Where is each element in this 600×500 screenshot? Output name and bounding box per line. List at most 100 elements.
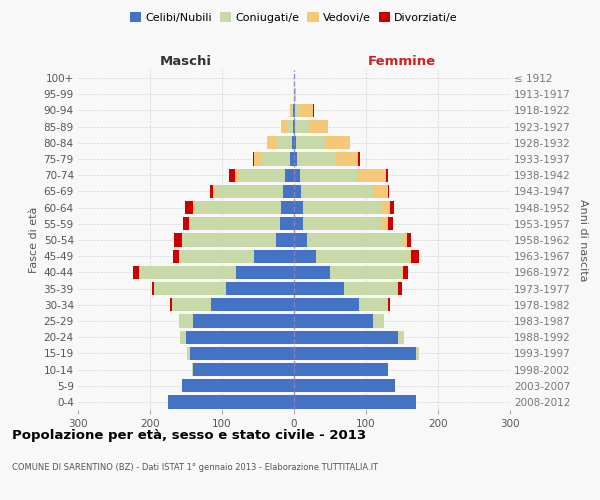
Bar — [294, 104, 295, 117]
Bar — [185, 201, 193, 214]
Bar — [294, 282, 344, 295]
Bar — [359, 298, 388, 312]
Bar — [307, 234, 404, 246]
Bar — [193, 314, 294, 328]
Bar — [186, 330, 294, 344]
Bar — [294, 396, 416, 408]
Bar — [280, 217, 294, 230]
Bar — [281, 120, 287, 134]
Bar — [316, 250, 409, 263]
Bar — [382, 217, 388, 230]
Bar — [180, 330, 186, 344]
Bar — [254, 250, 294, 263]
Bar — [294, 314, 373, 328]
Text: Popolazione per età, sesso e stato civile - 2013: Popolazione per età, sesso e stato civil… — [12, 430, 366, 442]
Bar — [416, 346, 419, 360]
Bar — [283, 185, 294, 198]
Bar — [302, 201, 382, 214]
Bar — [293, 104, 294, 117]
Bar — [301, 185, 373, 198]
Bar — [373, 185, 388, 198]
Bar — [229, 168, 235, 182]
Text: COMUNE DI SARENTINO (BZ) - Dati ISTAT 1° gennaio 2013 - Elaborazione TUTTITALIA.: COMUNE DI SARENTINO (BZ) - Dati ISTAT 1°… — [12, 464, 378, 472]
Bar — [286, 168, 294, 182]
Bar — [410, 250, 419, 263]
Bar — [168, 396, 294, 408]
Bar — [294, 185, 301, 198]
Bar — [295, 104, 301, 117]
Bar — [294, 234, 307, 246]
Bar — [398, 330, 404, 344]
Bar — [290, 152, 294, 166]
Bar — [193, 363, 294, 376]
Bar — [179, 314, 193, 328]
Bar — [182, 234, 276, 246]
Bar — [313, 104, 314, 117]
Bar — [294, 152, 297, 166]
Bar — [402, 266, 403, 279]
Bar — [295, 88, 296, 101]
Bar — [294, 168, 300, 182]
Bar — [190, 217, 280, 230]
Bar — [172, 298, 211, 312]
Bar — [373, 314, 384, 328]
Bar — [292, 104, 293, 117]
Bar — [277, 136, 292, 149]
Bar — [287, 120, 293, 134]
Bar — [179, 330, 180, 344]
Bar — [182, 379, 294, 392]
Bar — [295, 120, 310, 134]
Bar — [281, 201, 294, 214]
Bar — [297, 152, 337, 166]
Bar — [290, 104, 292, 117]
Bar — [170, 298, 172, 312]
Bar — [404, 234, 407, 246]
Bar — [210, 185, 212, 198]
Bar — [189, 217, 190, 230]
Bar — [276, 234, 294, 246]
Bar — [175, 234, 182, 246]
Bar — [337, 152, 358, 166]
Bar — [254, 152, 262, 166]
Bar — [403, 266, 409, 279]
Bar — [193, 201, 194, 214]
Bar — [388, 185, 389, 198]
Legend: Celibi/Nubili, Coniugati/e, Vedovi/e, Divorziati/e: Celibi/Nubili, Coniugati/e, Vedovi/e, Di… — [126, 8, 462, 28]
Bar — [300, 168, 358, 182]
Bar — [294, 250, 316, 263]
Bar — [239, 168, 286, 182]
Y-axis label: Anni di nascita: Anni di nascita — [578, 198, 588, 281]
Bar — [152, 282, 154, 295]
Bar — [226, 282, 294, 295]
Bar — [358, 168, 386, 182]
Bar — [344, 282, 398, 295]
Bar — [302, 217, 382, 230]
Bar — [294, 217, 302, 230]
Bar — [294, 88, 295, 101]
Bar — [294, 266, 330, 279]
Text: Femmine: Femmine — [368, 54, 436, 68]
Bar — [235, 168, 239, 182]
Bar — [236, 266, 294, 279]
Bar — [388, 298, 390, 312]
Bar — [292, 136, 294, 149]
Bar — [301, 104, 313, 117]
Bar — [294, 363, 388, 376]
Bar — [294, 330, 398, 344]
Bar — [139, 266, 236, 279]
Bar — [262, 152, 290, 166]
Bar — [325, 136, 350, 149]
Bar — [253, 152, 254, 166]
Bar — [154, 282, 226, 295]
Text: Maschi: Maschi — [160, 54, 212, 68]
Bar — [293, 120, 294, 134]
Bar — [294, 298, 359, 312]
Bar — [391, 201, 394, 214]
Bar — [294, 346, 416, 360]
Y-axis label: Fasce di età: Fasce di età — [29, 207, 40, 273]
Bar — [266, 136, 277, 149]
Bar — [179, 250, 254, 263]
Bar — [211, 298, 294, 312]
Bar — [133, 266, 139, 279]
Bar — [173, 250, 179, 263]
